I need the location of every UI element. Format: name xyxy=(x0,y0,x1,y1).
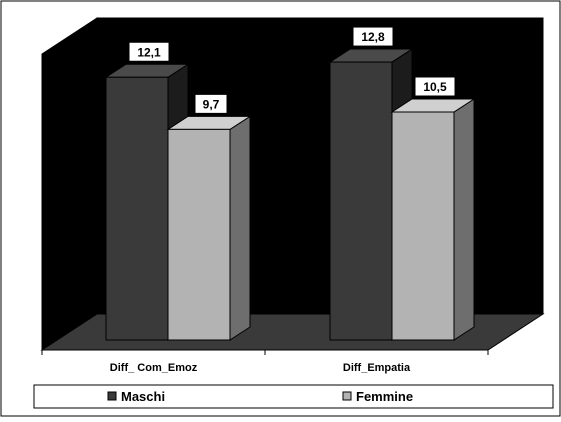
side-wall xyxy=(41,17,98,351)
legend-label: Femmine xyxy=(356,389,413,404)
data-label-box xyxy=(128,41,170,62)
legend-swatch xyxy=(342,391,352,401)
x-axis: Diff_ Com_Emoz Diff_Empatia xyxy=(41,349,489,374)
bar xyxy=(391,111,455,341)
data-label-box xyxy=(414,76,456,97)
data-label-box xyxy=(194,93,228,114)
bar-side xyxy=(229,115,251,341)
legend-swatch xyxy=(107,391,117,401)
bar-side xyxy=(453,98,475,341)
data-label: 12,8 xyxy=(361,30,385,44)
bar xyxy=(329,61,393,341)
data-label-box xyxy=(352,26,394,47)
bar xyxy=(167,128,231,341)
x-tick-label: Diff_Empatia xyxy=(343,362,411,374)
data-label: 10,5 xyxy=(423,80,447,94)
data-label: 9,7 xyxy=(203,97,220,111)
chart-bars: 12,1 9,7 12,8 10,5 xyxy=(104,26,476,341)
data-label: 12,1 xyxy=(137,45,161,59)
legend-label: Maschi xyxy=(121,389,165,404)
bar xyxy=(105,76,169,341)
legend-box xyxy=(33,384,554,409)
legend: Maschi Femmine xyxy=(33,384,554,409)
x-tick-label: Diff_ Com_Emoz xyxy=(110,362,198,374)
